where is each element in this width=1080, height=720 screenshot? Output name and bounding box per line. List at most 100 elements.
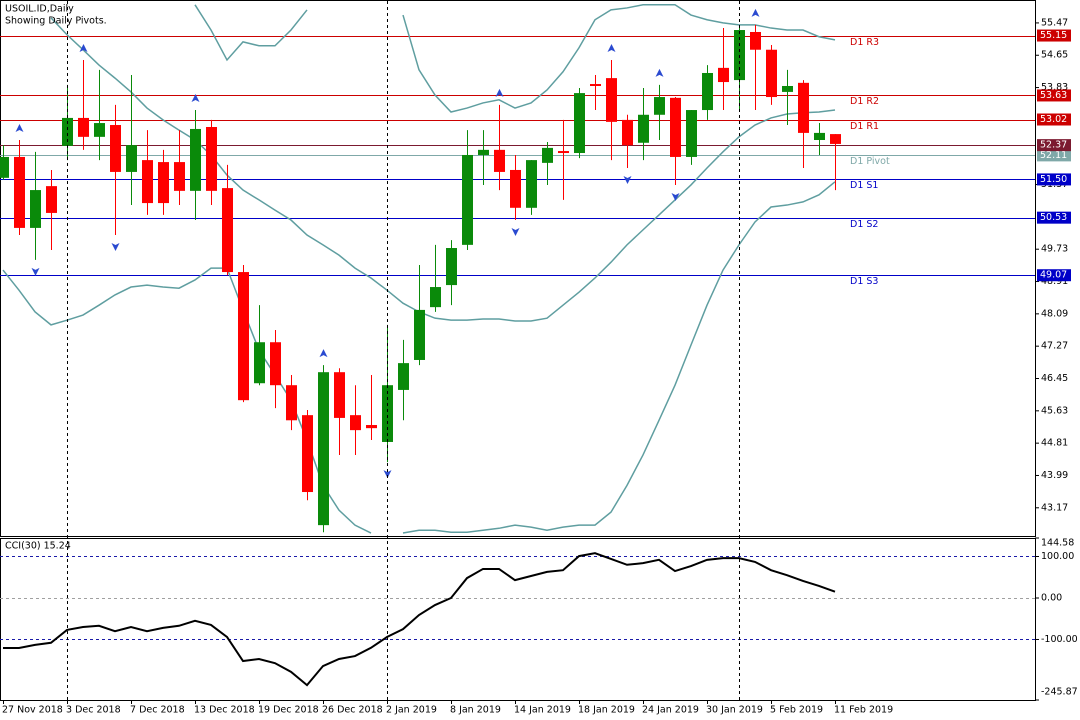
y-tick-label: 54.65	[1041, 50, 1068, 61]
candle-body	[782, 85, 793, 92]
pivot-value-label: 50.53	[1040, 212, 1067, 223]
candle-body	[30, 190, 41, 228]
candle-body	[334, 372, 345, 418]
pivot-value-label: 51.50	[1040, 174, 1067, 185]
candle-body	[766, 49, 777, 98]
y-tick-label: 43.17	[1041, 502, 1068, 513]
x-tick-label: 19 Dec 2018	[258, 705, 319, 716]
cci-line	[3, 552, 836, 687]
candle-body	[830, 134, 841, 144]
pivot-label: D1 R3	[850, 37, 879, 48]
candle-body	[526, 160, 537, 208]
candle-body	[670, 97, 681, 157]
candle-body	[14, 156, 25, 228]
pivot-label: D1 R1	[850, 121, 879, 132]
y-tick-label: 53.83	[1041, 82, 1068, 93]
pivot-value-label: 49.07	[1040, 270, 1067, 281]
fractal-up	[15, 124, 24, 133]
candle-body	[510, 169, 521, 208]
pivot-value-label-bg	[1037, 29, 1071, 42]
x-tick-label: 18 Jan 2019	[578, 705, 635, 716]
candle-body	[158, 162, 169, 204]
pivot-value-label: 52.11	[1040, 150, 1067, 161]
candle-body	[254, 342, 265, 384]
fractal-down	[31, 267, 40, 276]
fractal-up	[79, 43, 88, 52]
x-tick-label: 2 Jan 2019	[386, 705, 437, 716]
last-price-label-bg	[1037, 139, 1071, 152]
candle-body	[270, 342, 281, 386]
y-tick-label: 45.63	[1041, 405, 1068, 416]
x-tick-label: 14 Jan 2019	[514, 705, 571, 716]
candle-body	[590, 84, 601, 86]
candle-body	[142, 160, 153, 204]
candle-body	[46, 186, 57, 213]
y-tick-label: 48.91	[1041, 276, 1068, 287]
fractal-up	[607, 43, 616, 52]
fractal-up	[751, 8, 760, 17]
chart-title: USOIL.ID,Daily	[5, 4, 74, 15]
main-panel-frame	[0, 0, 1036, 537]
fractal-up	[655, 68, 664, 77]
fractal-up	[191, 94, 200, 103]
candle-body	[0, 156, 9, 178]
candle-body	[494, 149, 505, 172]
pivot-value-label-bg	[1037, 211, 1071, 224]
pivot-value-label-bg	[1037, 113, 1071, 126]
candle-body	[558, 151, 569, 154]
candle-body	[110, 125, 121, 172]
candle-body	[174, 162, 185, 191]
candle-body	[750, 31, 761, 50]
pivot-value-label-bg	[1037, 149, 1071, 162]
candle-body	[574, 93, 585, 154]
pivot-value-label: 53.02	[1040, 114, 1067, 125]
y-tick-label: 49.73	[1041, 244, 1068, 255]
fractal-down	[320, 540, 328, 548]
pivot-value-label-bg	[1037, 269, 1071, 282]
y-tick-label: 46.45	[1041, 373, 1068, 384]
fractal-down	[671, 192, 680, 201]
fractal-down	[383, 470, 392, 479]
y-tick-label: 47.27	[1041, 341, 1068, 352]
candle-body	[654, 97, 665, 115]
x-tick-label: 13 Dec 2018	[194, 705, 255, 716]
pivot-value-label: 55.15	[1040, 30, 1067, 41]
x-tick-label: 24 Jan 2019	[642, 705, 699, 716]
pivot-label: D1 Pivot	[850, 156, 890, 167]
pivot-label: D1 S2	[850, 219, 878, 230]
candle-body	[286, 385, 297, 421]
x-tick-label: 26 Dec 2018	[322, 705, 383, 716]
candle-body	[366, 425, 377, 429]
candle-body	[638, 114, 649, 143]
chart-subtitle: Showing Daily Pivots.	[5, 16, 107, 27]
y-tick-label: 100.00	[1041, 551, 1074, 562]
candle-body	[542, 147, 553, 163]
pivot-label: D1 S1	[850, 180, 878, 191]
cci-plot	[0, 552, 1035, 687]
pivot-value-label-bg	[1037, 89, 1071, 102]
pivot-label: D1 S3	[850, 276, 878, 287]
candle-body	[718, 67, 729, 83]
candle-body	[78, 117, 89, 137]
candle-body	[238, 272, 249, 401]
cci-panel-frame	[0, 538, 1036, 701]
candle-body	[62, 117, 73, 146]
pivot-value-label-bg	[1037, 173, 1071, 186]
y-tick-label: 55.47	[1041, 17, 1068, 28]
candle-body	[94, 123, 105, 137]
cci-title: CCI(30) 15.24	[5, 541, 71, 552]
candle-body	[206, 126, 217, 191]
y-tick-label: -245.87	[1041, 687, 1078, 698]
candle-body	[350, 415, 361, 431]
candle-body	[398, 363, 409, 390]
last-price-label: 52.37	[1040, 140, 1067, 151]
candle-body	[190, 128, 201, 191]
y-tick-label: 43.99	[1041, 470, 1068, 481]
band-line	[194, 4, 836, 113]
y-tick-label: 0.00	[1041, 592, 1062, 603]
candle-body	[302, 415, 313, 493]
x-tick-label: 5 Feb 2019	[770, 705, 823, 716]
x-tick-label: 30 Jan 2019	[706, 705, 763, 716]
